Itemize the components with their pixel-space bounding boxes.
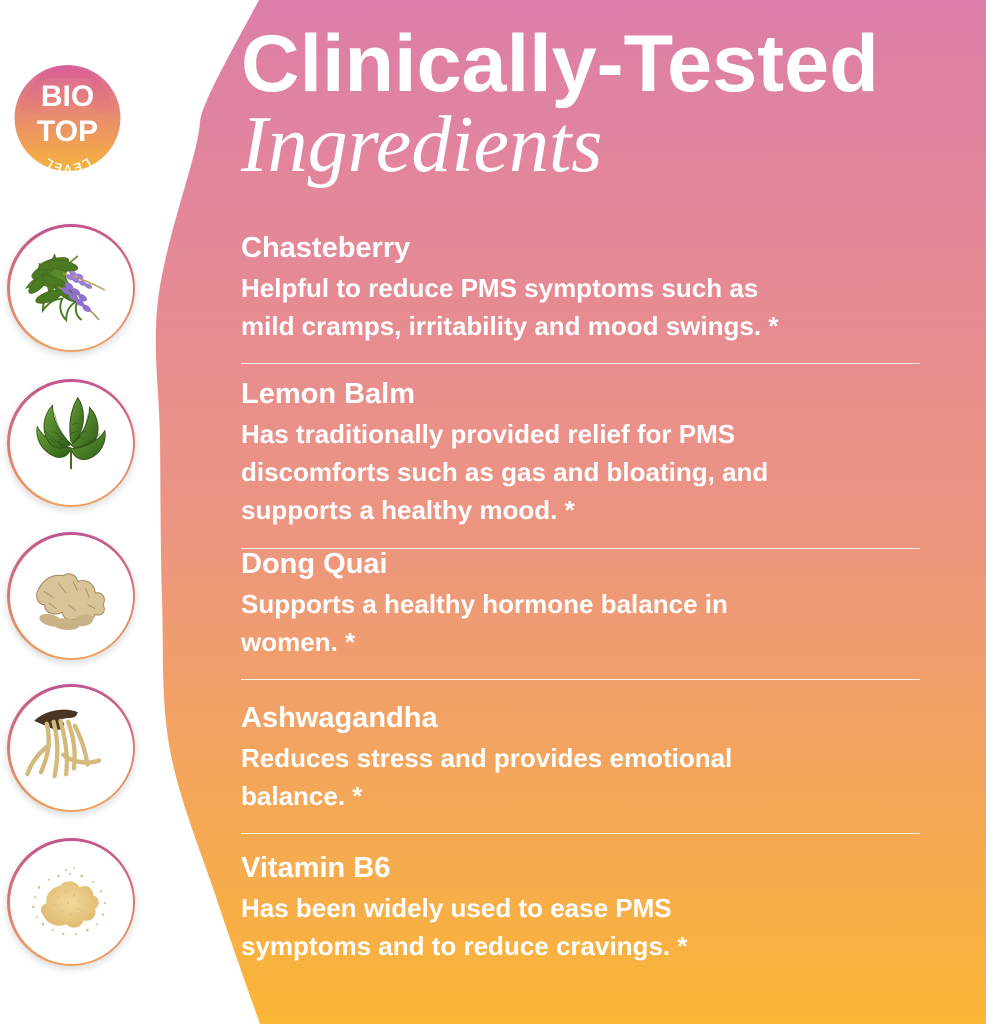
svg-text:TOP: TOP xyxy=(37,115,98,148)
svg-text:BIO: BIO xyxy=(41,80,94,113)
